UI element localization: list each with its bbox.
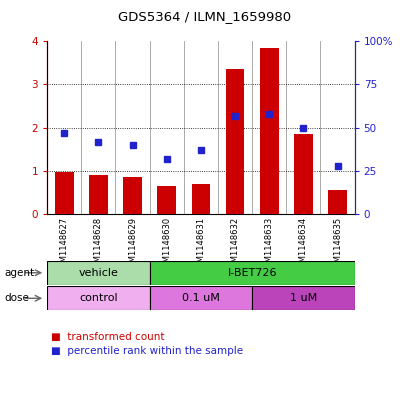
Text: control: control	[79, 293, 117, 303]
Bar	[149, 286, 252, 310]
Bar	[191, 184, 210, 214]
Text: GDS5364 / ILMN_1659980: GDS5364 / ILMN_1659980	[118, 10, 291, 23]
Bar	[252, 286, 354, 310]
Text: agent: agent	[4, 268, 34, 278]
Text: ■  transformed count: ■ transformed count	[51, 332, 164, 342]
Text: ■  percentile rank within the sample: ■ percentile rank within the sample	[51, 345, 243, 356]
Bar	[47, 261, 149, 285]
Text: vehicle: vehicle	[78, 268, 118, 278]
Bar	[89, 175, 108, 214]
Bar	[157, 186, 176, 214]
Text: 1 uM: 1 uM	[289, 293, 316, 303]
Bar	[259, 48, 278, 214]
Bar	[47, 286, 149, 310]
Text: dose: dose	[4, 293, 29, 303]
Bar	[149, 261, 354, 285]
Bar	[327, 190, 346, 214]
Text: 0.1 uM: 0.1 uM	[182, 293, 219, 303]
Text: I-BET726: I-BET726	[227, 268, 276, 278]
Bar	[293, 134, 312, 214]
Bar	[123, 178, 142, 214]
Bar	[225, 69, 244, 214]
Bar	[55, 172, 74, 214]
